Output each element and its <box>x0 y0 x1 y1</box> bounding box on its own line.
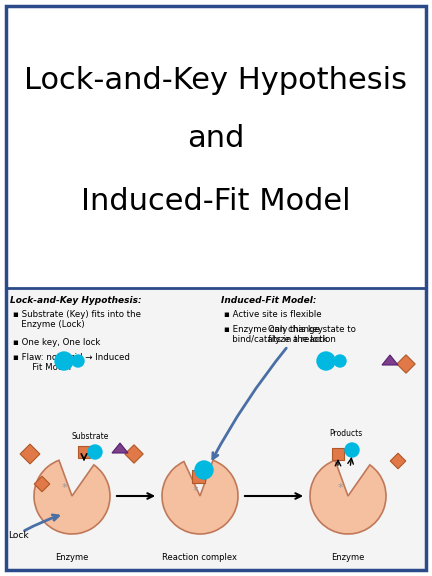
Text: *: * <box>337 483 343 493</box>
Bar <box>34 476 50 492</box>
Text: Substrate: Substrate <box>71 432 109 441</box>
Bar <box>78 446 90 458</box>
Circle shape <box>345 443 359 457</box>
Text: ▪ Flaw: not rigid → Induced
       Fit Model: ▪ Flaw: not rigid → Induced Fit Model <box>13 353 130 373</box>
Bar <box>6 288 426 570</box>
Text: ▪ Substrate (Key) fits into the
   Enzyme (Lock): ▪ Substrate (Key) fits into the Enzyme (… <box>13 310 141 329</box>
Text: ▪ Enzyme can change state to
   bind/catalyze a reaction: ▪ Enzyme can change state to bind/cataly… <box>224 325 356 344</box>
Circle shape <box>334 355 346 367</box>
Text: and: and <box>187 124 245 153</box>
Wedge shape <box>310 460 386 534</box>
Circle shape <box>88 445 102 459</box>
Text: Products: Products <box>329 429 362 438</box>
Text: Only this key
fits in the lock: Only this key fits in the lock <box>268 325 327 344</box>
Text: Induced-Fit Model:: Induced-Fit Model: <box>221 296 317 305</box>
Circle shape <box>195 461 213 479</box>
Polygon shape <box>382 355 398 365</box>
Text: Enzyme: Enzyme <box>55 553 89 562</box>
Wedge shape <box>34 460 110 534</box>
Bar <box>6 6 426 288</box>
Text: Lock-and-Key Hypothesis:: Lock-and-Key Hypothesis: <box>10 296 142 305</box>
Circle shape <box>72 355 84 367</box>
Bar <box>125 445 143 463</box>
Circle shape <box>55 352 73 370</box>
Text: Induced-Fit Model: Induced-Fit Model <box>81 187 351 216</box>
Polygon shape <box>112 443 128 453</box>
Bar <box>332 448 344 460</box>
Text: *: * <box>61 483 67 493</box>
Text: Lock-and-Key Hypothesis: Lock-and-Key Hypothesis <box>25 66 407 95</box>
Text: ▪ Active site is flexible: ▪ Active site is flexible <box>224 310 322 319</box>
Text: ▪ One key, One lock: ▪ One key, One lock <box>13 338 100 347</box>
Text: *: * <box>192 486 198 496</box>
Bar <box>390 453 406 469</box>
Wedge shape <box>162 460 238 534</box>
Text: Enzyme: Enzyme <box>331 553 365 562</box>
Circle shape <box>317 352 335 370</box>
Text: Reaction complex: Reaction complex <box>162 553 238 562</box>
Bar <box>20 444 40 464</box>
Bar <box>191 469 204 483</box>
Bar <box>397 355 415 373</box>
Text: Lock: Lock <box>8 532 29 540</box>
